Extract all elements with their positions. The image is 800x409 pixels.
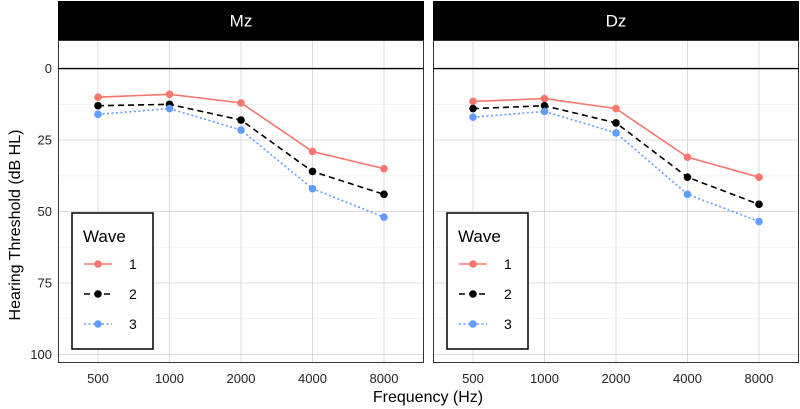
legend-label: 1: [504, 256, 512, 272]
x-tick-label: 8000: [370, 371, 399, 386]
panel-border: [58, 40, 424, 363]
data-point-series-3: [755, 217, 763, 226]
data-point-series-1: [380, 164, 388, 173]
data-point-series-3: [380, 213, 388, 222]
data-point-series-2: [683, 173, 692, 182]
x-tick-label: 1000: [155, 371, 184, 386]
data-point-series-2: [469, 104, 477, 113]
legend-box: [71, 212, 154, 350]
data-point-series-2: [237, 116, 245, 124]
data-point-series-2: [308, 167, 317, 176]
legend-box: [446, 212, 529, 350]
legend-key-point: [469, 260, 477, 268]
x-tick-label: 4000: [298, 371, 327, 386]
legend-title: Wave: [458, 227, 501, 246]
legend-label: 2: [504, 286, 512, 302]
facet-title: Mz: [230, 12, 253, 31]
facet-strip: [58, 1, 424, 40]
data-point-series-2: [612, 119, 620, 127]
panel-border: [433, 40, 799, 363]
y-tick-label: 50: [38, 204, 52, 219]
data-point-series-1: [683, 153, 692, 161]
data-point-series-2: [380, 190, 388, 199]
data-point-series-3: [308, 184, 317, 193]
legend-key-point: [94, 290, 102, 298]
legend-key-point: [469, 320, 477, 328]
data-point-series-3: [612, 129, 620, 137]
x-tick-label: 2000: [227, 371, 256, 386]
legend-label: 2: [129, 286, 137, 302]
data-point-series-1: [237, 99, 245, 107]
facet-strip: [433, 1, 799, 40]
x-tick-label: 2000: [602, 371, 631, 386]
data-point-series-2: [540, 101, 549, 110]
legend-title: Wave: [83, 227, 126, 246]
y-tick-label: 100: [30, 347, 52, 362]
y-tick-label: 75: [38, 275, 52, 290]
data-point-series-3: [237, 126, 245, 134]
data-point-series-3: [683, 190, 692, 199]
data-point-series-3: [540, 107, 549, 116]
data-point-series-3: [469, 113, 477, 121]
data-point-series-3: [165, 104, 174, 113]
data-point-series-1: [540, 94, 549, 103]
x-tick-label: 500: [87, 371, 109, 386]
data-point-series-1: [165, 90, 174, 99]
y-tick-label: 25: [38, 133, 52, 148]
x-tick-label: 500: [462, 371, 484, 386]
series-line-3: [472, 110, 760, 223]
x-axis-title: Frequency (Hz): [373, 389, 483, 406]
data-point-series-1: [308, 147, 317, 156]
legend-label: 3: [504, 316, 512, 332]
y-axis-title: Hearing Threshold (dB HL): [7, 130, 24, 321]
x-tick-label: 8000: [745, 371, 774, 386]
y-tick-label: 0: [45, 61, 52, 76]
data-point-series-2: [94, 101, 102, 110]
x-tick-label: 4000: [673, 371, 702, 386]
data-point-series-3: [94, 110, 102, 119]
data-point-series-1: [94, 93, 102, 101]
legend-key-point: [94, 260, 102, 268]
legend-key-point: [469, 290, 477, 298]
x-tick-label: 1000: [530, 371, 559, 386]
data-point-series-1: [469, 97, 477, 106]
data-point-series-1: [612, 104, 620, 113]
legend-label: 1: [129, 256, 137, 272]
data-point-series-2: [755, 200, 763, 209]
data-point-series-1: [755, 173, 763, 182]
legend-label: 3: [129, 316, 137, 332]
legend-key-point: [94, 320, 102, 328]
facet-title: Dz: [606, 12, 627, 31]
